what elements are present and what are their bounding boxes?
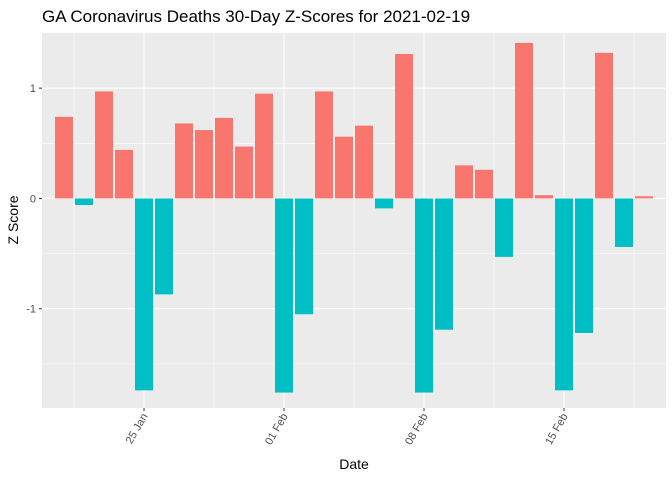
bar	[75, 198, 93, 206]
x-axis: 25 Jan 01 Feb 08 Feb 15 Feb	[124, 408, 571, 447]
bar-series	[55, 42, 653, 393]
y-tick-label: 0	[30, 193, 36, 205]
bar	[615, 198, 633, 247]
bar	[175, 123, 193, 199]
bar	[295, 198, 313, 315]
bar	[155, 198, 173, 295]
bar	[455, 165, 473, 199]
bar	[195, 130, 213, 199]
bar	[135, 198, 153, 391]
bar	[375, 198, 393, 209]
bar	[115, 149, 133, 199]
bar	[95, 91, 113, 199]
bar	[635, 196, 653, 199]
bar	[355, 125, 373, 199]
bar	[515, 42, 533, 199]
bar	[595, 52, 613, 199]
bar	[255, 93, 273, 199]
bar	[215, 117, 233, 199]
bar	[495, 198, 513, 257]
x-tick-label: 15 Feb	[543, 412, 571, 448]
bar	[555, 198, 573, 391]
bar	[395, 53, 413, 199]
bar	[275, 198, 293, 393]
y-tick-label: -1	[26, 304, 36, 316]
bar	[475, 169, 493, 199]
bar	[335, 136, 353, 199]
chart-title: GA Coronavirus Deaths 30-Day Z-Scores fo…	[42, 7, 470, 26]
x-tick-label: 01 Feb	[263, 412, 291, 448]
x-tick-label: 25 Jan	[124, 412, 151, 447]
y-axis: -1 0 1	[26, 83, 42, 316]
y-axis-title: Z Score	[5, 195, 21, 244]
bar	[535, 195, 553, 199]
bar	[315, 91, 333, 199]
bar	[575, 198, 593, 333]
bar	[435, 198, 453, 330]
bar	[415, 198, 433, 393]
y-tick-label: 1	[30, 83, 36, 95]
bar	[55, 116, 73, 199]
x-tick-label: 08 Feb	[403, 412, 431, 448]
bar	[235, 146, 253, 199]
x-axis-title: Date	[339, 456, 369, 472]
